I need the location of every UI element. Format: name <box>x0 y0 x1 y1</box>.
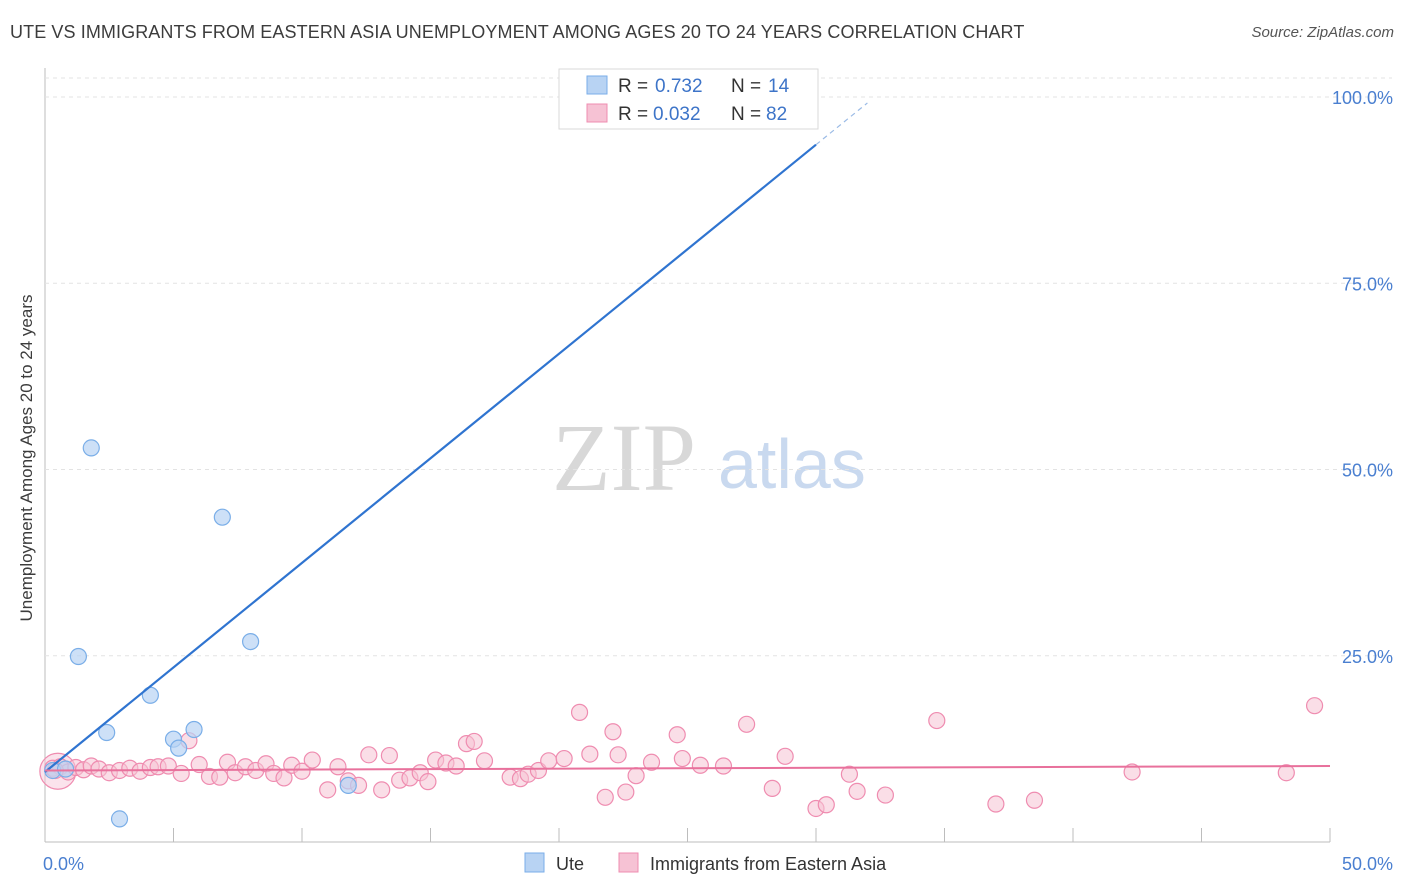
immigrants-point <box>475 752 494 770</box>
immigrants-trend-line <box>44 765 1331 772</box>
immigrants-point <box>360 746 378 764</box>
bottom-legend-ute-swatch <box>524 852 545 873</box>
ute-point <box>339 776 357 794</box>
gridlines <box>45 77 1392 657</box>
immigrants-point <box>668 726 686 744</box>
immigrants-point <box>373 781 391 799</box>
y-axis-title: Unemployment Among Ages 20 to 24 years <box>17 295 36 622</box>
ute-point <box>242 632 260 651</box>
immigrants-point <box>763 779 781 797</box>
immigrants-point <box>642 753 661 771</box>
immigrants-point <box>609 746 627 764</box>
watermark-zip: ZIP <box>552 404 696 511</box>
immigrants-point <box>627 767 645 785</box>
watermark-atlas: atlas <box>718 425 866 503</box>
ute-trend-line <box>44 143 817 773</box>
immigrants-point <box>987 795 1005 813</box>
x-tick-label-min: 0.0% <box>43 854 84 874</box>
bottom-legend-immigrants-label: Immigrants from Eastern Asia <box>650 854 887 874</box>
legend-immigrants-r-value: 0.032 <box>653 104 701 125</box>
y-tick-label-2: 50.0% <box>1342 461 1393 481</box>
bottom-legend-ute-label: Ute <box>556 854 584 874</box>
immigrants-point <box>447 757 465 775</box>
legend-ute-r-value: 0.732 <box>655 76 703 97</box>
series-immigrants-points <box>39 697 1324 818</box>
immigrants-point <box>617 783 635 801</box>
immigrants-point <box>581 745 599 763</box>
immigrants-point <box>776 747 794 765</box>
x-ticks <box>44 828 1331 842</box>
immigrants-point <box>190 755 208 774</box>
immigrants-point <box>540 752 558 770</box>
immigrants-point <box>738 715 756 733</box>
bottom-legend: Ute Immigrants from Eastern Asia <box>524 852 887 874</box>
immigrants-point <box>596 788 614 806</box>
immigrants-point <box>380 746 398 765</box>
legend-ute-swatch <box>586 75 608 95</box>
trend-lines <box>44 102 1331 773</box>
immigrants-point <box>211 768 229 786</box>
immigrants-point <box>1305 697 1324 715</box>
y-tick-label-0: 100.0% <box>1332 88 1393 108</box>
immigrants-point <box>604 723 622 741</box>
immigrants-point <box>1277 764 1295 782</box>
ute-point <box>110 810 129 828</box>
legend-immigrants-swatch <box>586 103 608 123</box>
x-tick-label-max: 50.0% <box>1342 854 1393 874</box>
legend-ute-n-label: N = <box>731 76 761 97</box>
ute-point <box>69 647 88 666</box>
legend-immigrants-r-label: R = <box>618 104 648 125</box>
immigrants-point <box>172 764 190 783</box>
immigrants-point <box>303 751 321 769</box>
legend-ute-n-value: 14 <box>768 76 790 97</box>
ute-point <box>98 723 116 742</box>
chart-title: UTE VS IMMIGRANTS FROM EASTERN ASIA UNEM… <box>10 22 1025 42</box>
ute-point <box>213 508 231 526</box>
legend-immigrants-n-value: 82 <box>766 104 787 125</box>
ute-point <box>185 720 203 739</box>
immigrants-point <box>714 757 733 775</box>
immigrants-point <box>293 762 311 780</box>
immigrants-point <box>673 749 691 768</box>
immigrants-point <box>319 781 337 799</box>
immigrants-point <box>691 756 709 774</box>
legend-ute-r-label: R = <box>618 76 648 97</box>
top-legend: R = 0.732 N = 14 R = 0.032 N = 82 <box>558 68 819 130</box>
immigrants-point <box>1025 791 1044 809</box>
immigrants-point <box>817 796 835 814</box>
legend-immigrants-n-label: N = <box>731 104 761 125</box>
ute-point <box>82 439 100 457</box>
immigrants-point <box>329 758 347 776</box>
y-tick-label-3: 25.0% <box>1342 647 1393 667</box>
immigrants-point <box>928 711 946 730</box>
immigrants-point <box>840 765 859 783</box>
y-tick-label-1: 75.0% <box>1342 274 1393 294</box>
immigrants-point <box>848 782 866 800</box>
immigrants-point <box>876 786 894 804</box>
immigrants-point <box>1123 763 1141 781</box>
source-label: Source: ZipAtlas.com <box>1251 24 1394 41</box>
ute-trend-extension <box>815 102 868 146</box>
immigrants-point <box>419 773 437 791</box>
ute-point <box>170 739 188 757</box>
bottom-legend-immigrants-swatch <box>618 852 639 873</box>
ute-point <box>56 760 75 778</box>
immigrants-point <box>555 749 573 768</box>
immigrants-point <box>465 732 483 751</box>
y-tick-labels: 100.0% 75.0% 50.0% 25.0% <box>1332 88 1393 667</box>
immigrants-point <box>570 703 589 721</box>
